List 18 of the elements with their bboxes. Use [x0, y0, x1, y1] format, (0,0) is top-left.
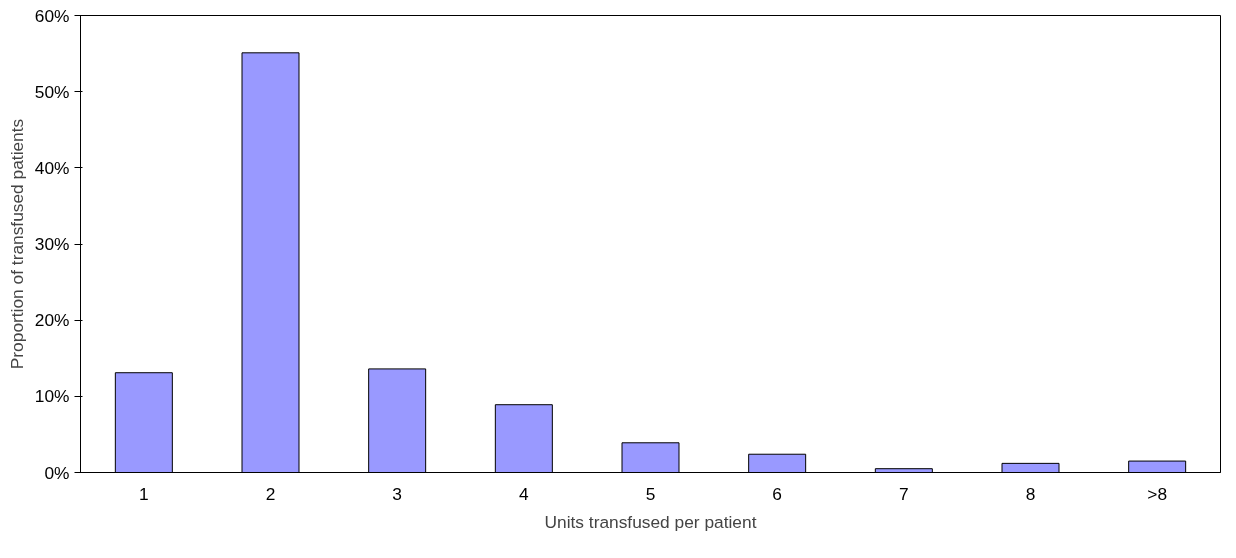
x-tick-label: 4 [519, 483, 530, 504]
x-tick-label: 2 [265, 483, 276, 504]
y-tick-label: 20% [34, 310, 70, 331]
y-tick-label: 60% [34, 5, 70, 26]
y-tick-label: 50% [34, 81, 70, 102]
x-tick-label: >8 [1147, 483, 1168, 504]
x-axis-title: Units transfused per patient [544, 511, 757, 532]
x-tick-label: 1 [139, 483, 149, 504]
y-tick-label: 0% [44, 462, 70, 483]
x-tick-label: 5 [645, 483, 656, 504]
x-tick-label: 3 [392, 483, 402, 504]
x-tick-label: 7 [899, 483, 909, 504]
y-tick-label: 30% [34, 234, 70, 254]
x-tick-label: 8 [1025, 483, 1036, 504]
y-axis-title: Proportion of transfused patients [6, 118, 27, 370]
y-tick-label: 40% [34, 157, 70, 178]
y-tick-label: 10% [34, 386, 70, 407]
x-tick-label: 6 [772, 483, 782, 504]
